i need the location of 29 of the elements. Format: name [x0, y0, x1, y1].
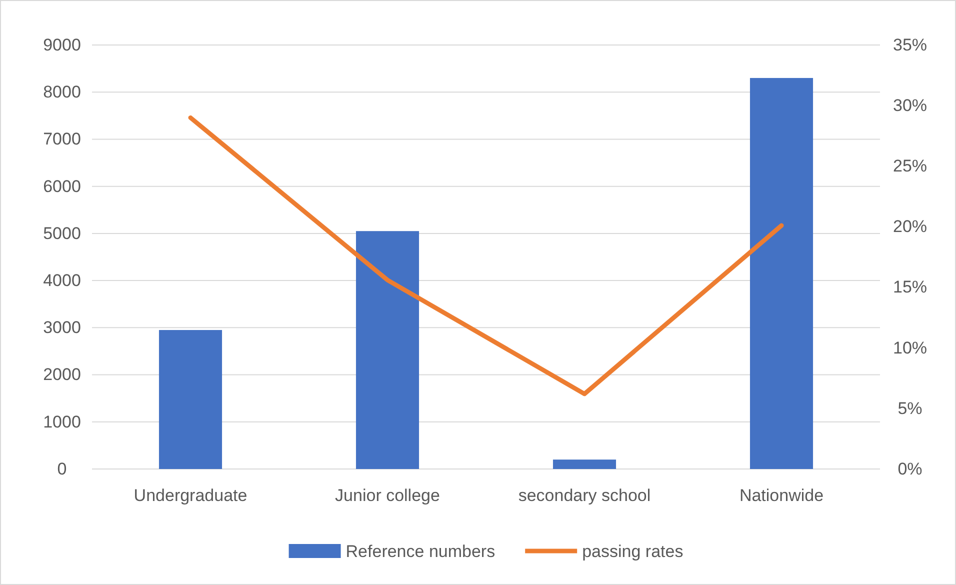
bar — [158, 330, 222, 469]
y2-tick-label: 10% — [892, 338, 928, 358]
legend-label: Reference numbers — [346, 542, 496, 561]
y2-tick-label: 15% — [892, 278, 928, 297]
bar — [356, 231, 420, 469]
y2-tick-label: 20% — [892, 217, 928, 236]
y-tick-label: 7000 — [43, 130, 81, 149]
y-tick-label: 0 — [57, 459, 67, 478]
x-tick-label: Junior college — [335, 486, 440, 506]
x-tick-label: Nationwide — [739, 486, 824, 506]
bar — [552, 460, 616, 469]
line-series — [188, 115, 784, 396]
y-tick-label: 1000 — [43, 412, 81, 432]
y2-tick-label: 25% — [892, 156, 928, 176]
y-tick-label: 6000 — [43, 176, 81, 196]
y-tick-label: 8000 — [43, 82, 81, 102]
y-tick-label: 3000 — [43, 318, 81, 338]
y-tick-label: 4000 — [43, 270, 81, 290]
legend-label: passing rates — [582, 542, 684, 561]
x-tick-label: secondary school — [518, 486, 651, 506]
y-tick-label: 9000 — [43, 35, 81, 54]
y-tick-label: 2000 — [43, 365, 81, 384]
y2-tick-label: 35% — [892, 35, 928, 54]
y2-tick-label: 0% — [898, 459, 922, 478]
y2-tick-label: 30% — [892, 96, 928, 116]
y2-tick-label: 5% — [898, 398, 922, 418]
x-tick-label: Undergraduate — [134, 486, 248, 506]
bar — [750, 78, 814, 469]
y-tick-label: 5000 — [43, 224, 81, 243]
